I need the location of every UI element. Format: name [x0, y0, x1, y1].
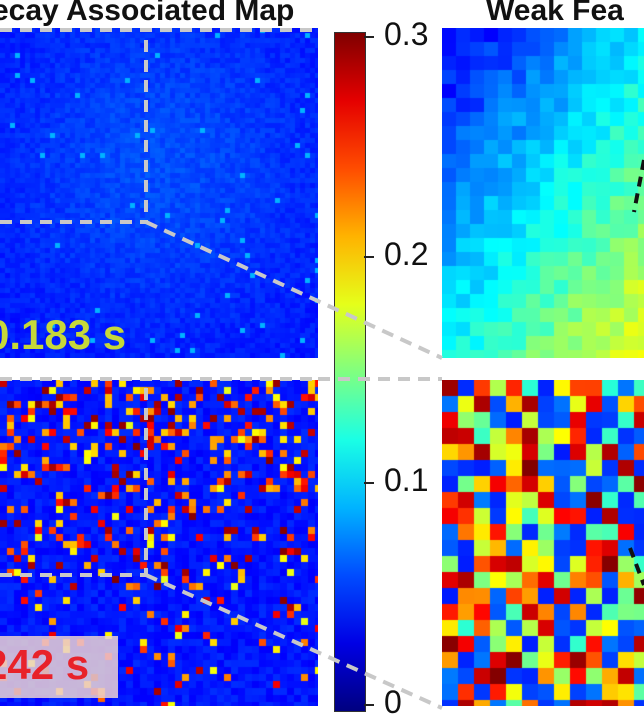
marker-line-top-right [632, 159, 644, 213]
colorbar-tick-label: 0.3 [384, 16, 429, 52]
connector-line-bottom [145, 573, 443, 710]
colorbar-tick-mark [364, 482, 374, 484]
colorbar-tick-mark [364, 704, 374, 706]
connector-line-top [145, 220, 443, 360]
time-label-top: 0.183 s [0, 311, 127, 358]
left-figure-title: ecay Associated Map [0, 0, 295, 27]
colorbar-tick-mark [364, 256, 374, 258]
time-label-background [0, 636, 118, 698]
zoom-panel-bottom-right [442, 380, 644, 706]
time-label-bottom: 242 s [0, 641, 90, 688]
colorbar-tick-label: 0 [384, 684, 402, 720]
zoom-panel-top-right [442, 28, 644, 358]
colorbar-tick-label: 0.2 [384, 236, 429, 272]
colorbar [334, 32, 366, 712]
marker-line-bottom-right [628, 547, 644, 586]
colorbar-tick-mark [364, 36, 374, 38]
map-panel-top-left [0, 28, 318, 358]
right-figure-title: Weak Fea [486, 0, 624, 27]
colorbar-tick-label: 0.1 [384, 462, 429, 498]
